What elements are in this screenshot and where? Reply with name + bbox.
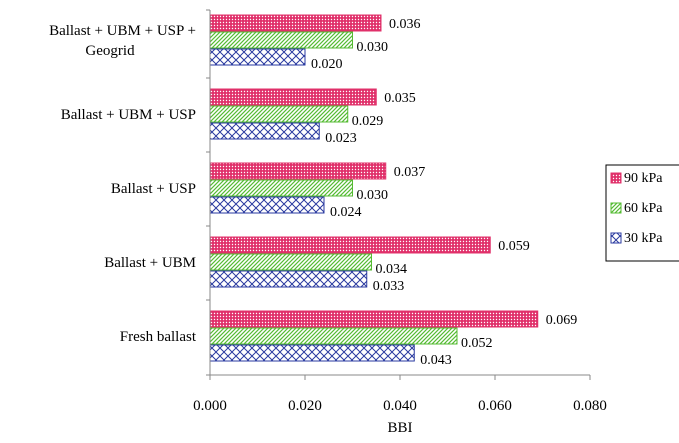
bar-diagonal-1 [209,105,349,123]
bar-diagonal-0 [209,31,353,49]
bar-diagonal-2 [209,179,353,197]
bar-dots-1 [209,88,377,106]
bar-dots-4 [209,310,539,328]
bar-crosshatch-3 [209,270,368,288]
data-label: 0.033 [373,279,405,294]
data-label: 0.029 [352,114,384,129]
x-tick-label: 0.080 [573,398,607,414]
bar-dots-0 [209,14,382,32]
data-labels: 0.0360.0300.0200.0350.0290.0230.0370.030… [311,17,577,368]
data-label: 0.020 [311,57,343,72]
data-label: 0.069 [546,313,578,328]
bar-diagonal-3 [209,253,372,271]
x-tick-label: 0.020 [288,398,322,414]
x-tick-label: 0.000 [193,398,227,414]
data-label: 0.035 [384,91,416,106]
legend-label: 30 kPa [624,231,663,246]
data-label: 0.059 [498,239,530,254]
category-label: Geogrid [85,43,135,59]
category-label: Ballast + UBM + USP [61,107,196,123]
bar-diagonal-4 [209,327,458,345]
x-tick-label: 0.060 [478,398,512,414]
legend: 90 kPa 60 kPa 30 kPa [605,164,679,262]
data-label: 0.024 [330,205,362,220]
data-label: 0.052 [461,336,493,351]
legend-label: 60 kPa [624,201,663,216]
x-tick-label: 0.040 [383,398,417,414]
legend-label: 90 kPa [624,171,663,186]
x-axis-title: BBI [387,420,412,436]
bar-dots-3 [209,236,491,254]
legend-swatch-dots [610,172,622,184]
data-label: 0.043 [420,353,452,368]
legend-swatch-diagonal [610,202,622,214]
bar-crosshatch-0 [209,48,306,66]
data-label: 0.030 [357,188,389,203]
category-label: Fresh ballast [120,329,197,345]
bar-dots-2 [209,162,387,180]
category-label: Ballast + UBM [104,255,196,271]
category-label: Ballast + UBM + USP + [49,23,196,39]
legend-swatch-crosshatch [610,232,622,244]
data-label: 0.030 [357,40,389,55]
data-label: 0.037 [394,165,426,180]
axes: Ballast + UBM + USP + Geogrid Ballast + UB… [49,9,607,414]
data-label: 0.034 [376,262,408,277]
bar-crosshatch-1 [209,122,320,140]
bar-crosshatch-4 [209,344,415,362]
data-label: 0.023 [325,131,357,146]
data-label: 0.036 [389,17,421,32]
category-label: Ballast + USP [111,181,196,197]
bar-crosshatch-2 [209,196,325,214]
